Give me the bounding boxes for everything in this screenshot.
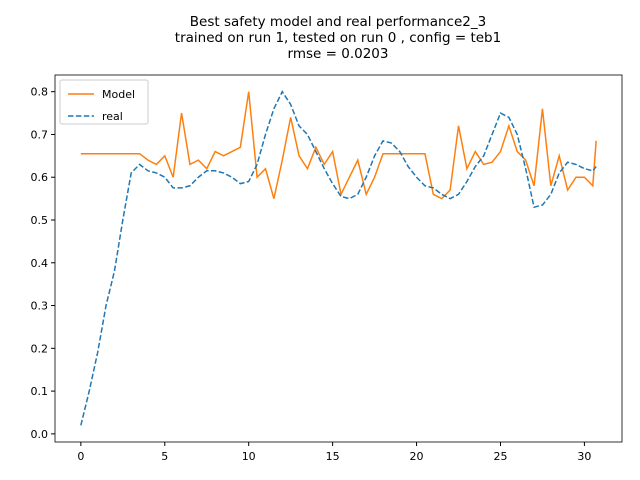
x-tick-label: 30 — [577, 450, 591, 463]
chart-title: Best safety model and real performance2_… — [190, 14, 486, 30]
y-tick-label: 0.1 — [31, 385, 49, 398]
x-tick-label: 0 — [77, 450, 84, 463]
x-tick-label: 15 — [326, 450, 340, 463]
chart-title: rmse = 0.0203 — [288, 46, 389, 62]
x-tick-label: 10 — [242, 450, 256, 463]
y-tick-label: 0.7 — [31, 128, 49, 141]
x-tick-label: 5 — [161, 450, 168, 463]
y-tick-label: 0.0 — [31, 428, 49, 441]
plot-frame — [54, 74, 623, 443]
y-tick-label: 0.5 — [31, 214, 49, 227]
legend-box — [59, 79, 149, 125]
y-tick-label: 0.8 — [31, 86, 49, 99]
y-tick-label: 0.6 — [31, 171, 49, 184]
x-tick-label: 25 — [493, 450, 507, 463]
y-tick-label: 0.2 — [31, 342, 49, 355]
y-tick-label: 0.3 — [31, 300, 49, 313]
series-line — [80, 91, 597, 200]
series-line — [80, 90, 597, 426]
legend-label: Model — [102, 88, 135, 101]
chart-title: trained on run 1, tested on run 0 , conf… — [175, 30, 501, 46]
legend-label: real — [102, 110, 123, 123]
x-tick-label: 20 — [410, 450, 424, 463]
y-tick-label: 0.4 — [31, 257, 49, 270]
